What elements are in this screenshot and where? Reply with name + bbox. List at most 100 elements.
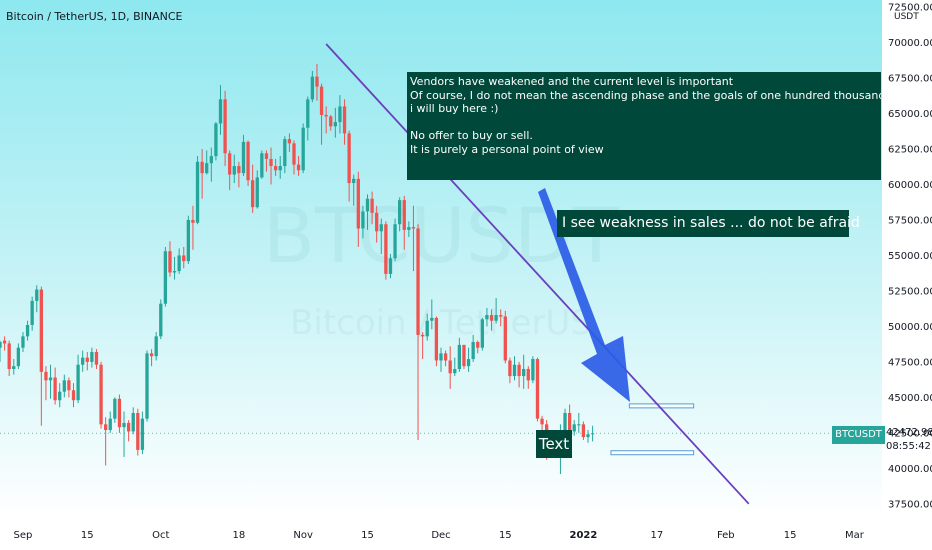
candle-body	[149, 353, 154, 357]
candle-body	[443, 353, 448, 361]
text-note[interactable]: Text	[536, 430, 572, 458]
time-scale-background	[0, 518, 932, 550]
candle	[126, 420, 131, 442]
y-tick-label: 72500.00	[888, 3, 932, 14]
level-zone[interactable]	[610, 450, 695, 456]
x-tick-label: Dec	[431, 530, 450, 541]
candle	[489, 309, 494, 331]
candle-body	[315, 76, 319, 87]
candle	[508, 357, 512, 384]
candle-body	[163, 251, 168, 304]
x-tick-label: 17	[651, 530, 664, 541]
candle	[480, 317, 484, 351]
candle-body	[296, 164, 301, 171]
candle	[81, 350, 85, 372]
candle	[416, 224, 420, 440]
time-axis[interactable]: Sep 15 Oct 18 Nov 15 Dec 15 2022 17 Feb 15 Mar	[14, 530, 865, 541]
candle	[581, 421, 586, 440]
candle-body	[407, 227, 411, 230]
candle	[58, 383, 62, 408]
candle	[411, 205, 416, 272]
candle-body	[218, 99, 223, 124]
candle	[163, 246, 168, 307]
level-zone[interactable]	[628, 403, 695, 409]
candle-body	[384, 224, 388, 274]
candle-body	[329, 116, 333, 127]
candle	[572, 420, 576, 436]
candle-body	[352, 178, 356, 184]
candle	[526, 366, 530, 389]
candle	[448, 346, 452, 389]
candle	[301, 123, 305, 174]
candle-body	[356, 178, 360, 229]
main-note[interactable]: Vendors have weakened and the current le…	[407, 72, 881, 180]
down-arrow[interactable]	[538, 188, 630, 402]
candle-body	[200, 161, 204, 174]
symbol-title[interactable]: Bitcoin / TetherUS, 1D, BINANCE	[6, 10, 183, 23]
candle-body	[58, 391, 62, 401]
candle-body	[347, 133, 351, 184]
candle-body	[209, 156, 213, 164]
candle-body	[310, 76, 315, 100]
candle	[99, 361, 103, 429]
x-tick-label: 15	[499, 530, 512, 541]
candle-body	[12, 366, 16, 369]
x-tick-label: 15	[784, 530, 797, 541]
candle-body	[480, 319, 484, 348]
candle	[443, 350, 448, 367]
candle	[205, 150, 209, 175]
candle-body	[159, 303, 163, 337]
candle	[251, 164, 255, 213]
y-tick-label: 62500.00	[888, 145, 932, 156]
candle	[21, 332, 25, 352]
candle	[168, 241, 172, 277]
candle-body	[512, 364, 517, 377]
candle	[209, 147, 213, 182]
candle	[462, 344, 466, 369]
candle-body	[7, 343, 11, 369]
candle	[319, 83, 324, 145]
watermark-layer: BTCUSDT Bitcoin / TetherUS	[263, 191, 620, 343]
candle-body	[434, 317, 439, 361]
weakness-note[interactable]: I see weakness in sales ... do not be af…	[557, 210, 860, 237]
main-note-line: Vendors have weakened and the current le…	[410, 75, 734, 88]
candle	[195, 156, 200, 225]
candle-body	[21, 336, 25, 348]
candle	[232, 154, 236, 184]
candle	[375, 205, 379, 243]
candle	[379, 218, 383, 255]
candle	[453, 357, 457, 377]
candle-body	[420, 334, 425, 337]
candle	[200, 149, 204, 199]
candle-body	[581, 424, 586, 438]
x-tick-label: 15	[361, 530, 374, 541]
candle-body	[563, 412, 567, 431]
candle-body	[535, 359, 540, 419]
candle-body	[466, 359, 471, 367]
price-axis[interactable]: 37500.00 40000.00 42500.00 45000.00 47500.00…	[888, 3, 932, 511]
candle-body	[99, 364, 103, 425]
candle-body	[489, 315, 494, 321]
candle-countdown: 08:55:42	[886, 441, 931, 452]
candle-body	[416, 228, 420, 335]
candle	[71, 383, 76, 408]
candle	[145, 350, 149, 422]
candle	[177, 248, 181, 274]
candle-body	[108, 418, 112, 431]
watermark-name: Bitcoin / TetherUS	[290, 303, 592, 343]
candle-body	[205, 163, 209, 174]
candle	[260, 150, 264, 179]
candle	[384, 221, 388, 280]
candle-body	[76, 364, 80, 401]
candle	[228, 150, 232, 191]
candle-body	[67, 380, 71, 391]
candle	[25, 320, 30, 341]
trendline[interactable]	[325, 43, 750, 505]
candle	[586, 430, 590, 443]
candle	[76, 354, 80, 404]
candle	[67, 377, 71, 398]
candle-body	[402, 200, 406, 230]
candle-body	[333, 122, 337, 127]
candle-body	[526, 368, 530, 381]
x-tick-label: Nov	[293, 530, 313, 541]
